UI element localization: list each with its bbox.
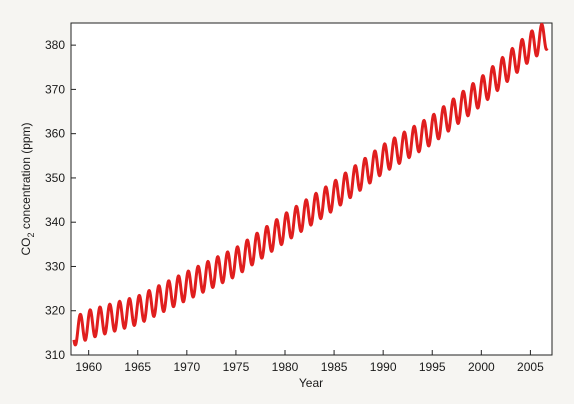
y-tick-label: 320 <box>45 304 65 318</box>
y-tick-label: 310 <box>45 348 65 362</box>
y-tick-label: 380 <box>45 38 65 52</box>
y-tick-label: 360 <box>45 127 65 141</box>
x-tick-label: 1990 <box>370 360 397 374</box>
y-tick-label: 330 <box>45 259 65 273</box>
y-tick-label: 340 <box>45 215 65 229</box>
x-tick-label: 1960 <box>75 360 102 374</box>
x-tick-label: 1980 <box>272 360 299 374</box>
y-tick-label: 370 <box>45 82 65 96</box>
x-axis: 1960 1965 1970 1975 1980 1985 1990 1995 2000 2005 <box>75 350 544 374</box>
x-tick-label: 1985 <box>321 360 348 374</box>
x-tick-label: 1970 <box>173 360 200 374</box>
co2-series-line <box>72 22 549 347</box>
y-axis: 310 320 330 340 350 360 370 380 <box>45 38 76 362</box>
x-tick-label: 1965 <box>124 360 151 374</box>
plot-area <box>70 22 553 356</box>
x-axis-title: Year <box>299 376 323 390</box>
x-tick-label: 2005 <box>517 360 544 374</box>
y-tick-label: 350 <box>45 171 65 185</box>
x-tick-label: 1995 <box>419 360 446 374</box>
y-axis-title: CO2 concentration (ppm) <box>19 122 36 255</box>
x-tick-label: 1975 <box>223 360 250 374</box>
x-tick-label: 2000 <box>468 360 495 374</box>
